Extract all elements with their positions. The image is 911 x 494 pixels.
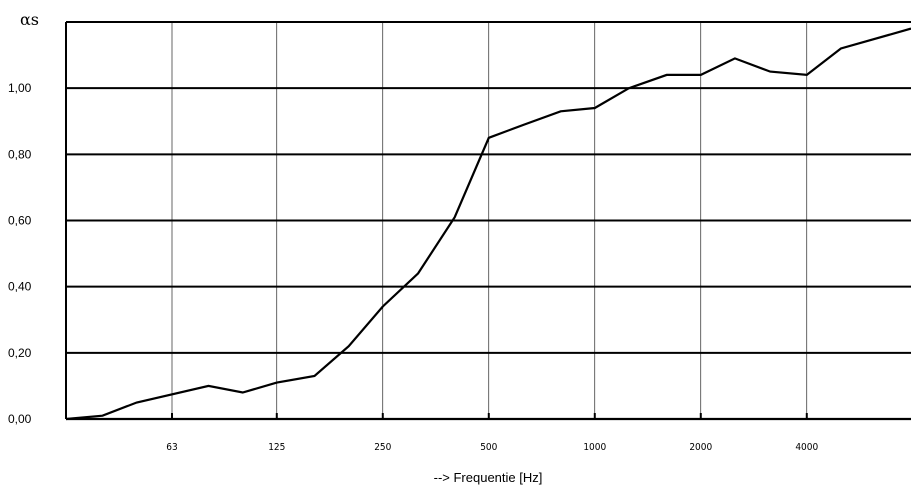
tick-labels: 0,00 0,20 0,40 0,60 0,80 1,00 63 125 250 500 1000 2…: [8, 81, 819, 453]
grid: [66, 22, 911, 419]
x-tick-label: 125: [268, 442, 285, 453]
x-tick-label: 4000: [795, 442, 818, 453]
x-tick-label: 2000: [689, 442, 712, 453]
y-tick-label: 0,80: [8, 147, 32, 161]
x-axis-label: --> Frequentie [Hz]: [434, 470, 543, 485]
y-axis-label: αs: [20, 10, 39, 29]
x-tick-label: 500: [480, 442, 497, 453]
y-tick-label: 0,00: [8, 412, 32, 426]
y-tick-label: 0,20: [8, 346, 32, 360]
x-tick-label: 1000: [583, 442, 606, 453]
y-tick-label: 0,60: [8, 214, 32, 228]
y-tick-label: 0,40: [8, 280, 32, 294]
y-tick-label: 1,00: [8, 81, 32, 95]
x-tick-label: 63: [166, 442, 177, 453]
x-tick-label: 250: [374, 442, 391, 453]
